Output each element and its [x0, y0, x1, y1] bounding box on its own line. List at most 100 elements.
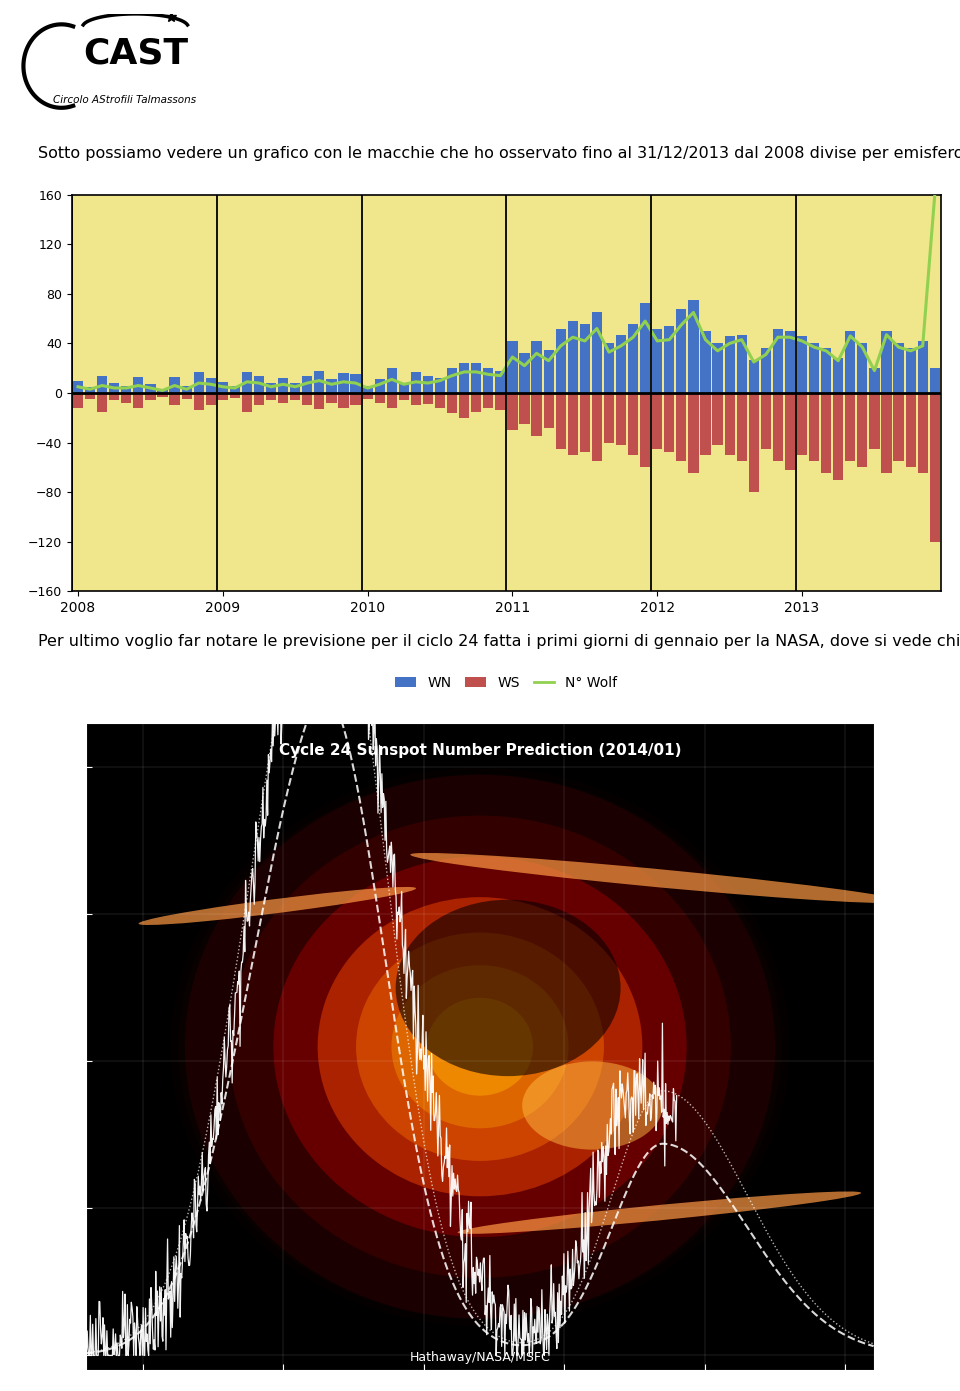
- Bar: [567, 321, 578, 394]
- Bar: [169, 394, 180, 405]
- Ellipse shape: [458, 1027, 502, 1067]
- Bar: [532, 341, 541, 394]
- Bar: [628, 394, 638, 455]
- Bar: [580, 324, 590, 394]
- Bar: [290, 394, 300, 401]
- Ellipse shape: [392, 965, 568, 1128]
- Bar: [905, 348, 916, 394]
- Bar: [447, 369, 457, 394]
- Bar: [507, 394, 517, 430]
- Ellipse shape: [427, 997, 533, 1096]
- Bar: [894, 344, 903, 394]
- Bar: [266, 383, 276, 394]
- Bar: [845, 394, 855, 460]
- Bar: [387, 369, 396, 394]
- Text: Hathaway/NASA/MSFC: Hathaway/NASA/MSFC: [410, 1351, 550, 1363]
- Ellipse shape: [171, 768, 789, 1326]
- Bar: [374, 380, 385, 394]
- Bar: [688, 394, 699, 473]
- Ellipse shape: [372, 950, 588, 1143]
- Legend: WN, WS, N° Wolf: WN, WS, N° Wolf: [390, 670, 623, 696]
- Bar: [821, 394, 831, 473]
- Bar: [205, 394, 216, 405]
- Bar: [905, 394, 916, 467]
- Bar: [833, 359, 844, 394]
- Ellipse shape: [279, 865, 681, 1228]
- Ellipse shape: [389, 964, 571, 1129]
- Bar: [676, 309, 686, 394]
- Ellipse shape: [241, 830, 719, 1263]
- Bar: [604, 344, 614, 394]
- Ellipse shape: [264, 851, 696, 1242]
- Ellipse shape: [522, 1061, 662, 1149]
- Bar: [628, 324, 638, 394]
- Bar: [483, 369, 493, 394]
- Ellipse shape: [287, 872, 673, 1221]
- Bar: [338, 373, 348, 394]
- Bar: [411, 371, 421, 394]
- Bar: [181, 394, 192, 399]
- Ellipse shape: [435, 1006, 525, 1088]
- Ellipse shape: [302, 886, 658, 1207]
- Bar: [857, 394, 868, 467]
- Bar: [785, 394, 795, 470]
- Bar: [809, 394, 819, 460]
- Bar: [194, 394, 204, 410]
- Bar: [870, 394, 879, 449]
- Bar: [97, 394, 108, 412]
- Bar: [471, 363, 481, 394]
- Bar: [85, 394, 95, 399]
- Bar: [109, 394, 119, 401]
- Bar: [688, 300, 699, 394]
- Bar: [652, 328, 662, 394]
- Bar: [121, 394, 132, 403]
- Bar: [314, 370, 324, 394]
- Bar: [918, 341, 927, 394]
- Bar: [652, 394, 662, 449]
- Bar: [398, 383, 409, 394]
- Ellipse shape: [233, 823, 727, 1270]
- Bar: [507, 341, 517, 394]
- Bar: [797, 337, 807, 394]
- Bar: [929, 369, 940, 394]
- Ellipse shape: [185, 775, 775, 1319]
- Bar: [725, 394, 734, 455]
- Ellipse shape: [410, 853, 902, 903]
- Bar: [616, 335, 626, 394]
- Ellipse shape: [186, 782, 774, 1312]
- Bar: [664, 394, 675, 452]
- Bar: [218, 394, 228, 401]
- Ellipse shape: [194, 789, 766, 1305]
- Bar: [519, 353, 530, 394]
- Bar: [773, 328, 783, 394]
- Bar: [73, 381, 84, 394]
- Ellipse shape: [466, 1034, 494, 1060]
- Bar: [133, 394, 143, 408]
- Text: Per ultimo voglio far notare le previsione per il ciclo 24 fatta i primi giorni : Per ultimo voglio far notare le previsio…: [38, 633, 960, 650]
- Text: Cycle 24 Sunspot Number Prediction (2014/01): Cycle 24 Sunspot Number Prediction (2014…: [278, 743, 682, 758]
- Ellipse shape: [365, 943, 595, 1150]
- Bar: [712, 394, 723, 445]
- Bar: [145, 394, 156, 401]
- Bar: [218, 381, 228, 394]
- Bar: [543, 394, 554, 427]
- Ellipse shape: [249, 837, 711, 1256]
- Bar: [881, 331, 892, 394]
- Bar: [736, 335, 747, 394]
- Bar: [363, 394, 372, 399]
- Ellipse shape: [318, 897, 642, 1196]
- Bar: [532, 394, 541, 437]
- Bar: [326, 380, 337, 394]
- Bar: [821, 348, 831, 394]
- Bar: [736, 394, 747, 460]
- Bar: [870, 369, 879, 394]
- Ellipse shape: [349, 929, 611, 1164]
- Bar: [785, 331, 795, 394]
- Bar: [459, 394, 469, 417]
- Bar: [664, 325, 675, 394]
- Bar: [242, 394, 252, 412]
- Ellipse shape: [427, 999, 533, 1095]
- Ellipse shape: [226, 817, 734, 1277]
- Bar: [387, 394, 396, 408]
- Ellipse shape: [356, 932, 604, 1161]
